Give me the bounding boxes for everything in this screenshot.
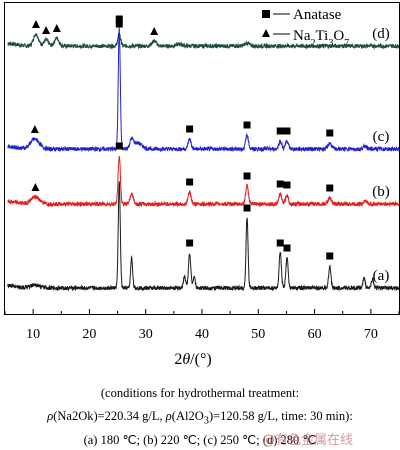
anatase-marker — [326, 129, 334, 137]
watermark: @有色金属在线 — [262, 433, 354, 448]
series-label-d: (d) — [372, 26, 390, 42]
anatase-marker — [276, 239, 284, 247]
legend-anatase-label: Anatase — [293, 7, 342, 23]
na2ti3o7-marker — [150, 27, 159, 35]
na2ti3o7-marker — [42, 26, 51, 34]
x-tick-label: 10 — [26, 327, 40, 342]
anatase-marker — [243, 204, 251, 212]
trace-d — [7, 31, 400, 50]
phase-markers — [30, 15, 334, 260]
series-label-c: (c) — [373, 129, 390, 145]
x-axis: 10 20 30 40 50 60 70 — [4, 309, 400, 342]
xrd-traces — [7, 27, 400, 292]
anatase-marker — [115, 15, 123, 23]
anatase-marker — [326, 252, 334, 260]
anatase-marker — [283, 244, 291, 252]
series-label-b: (b) — [372, 184, 390, 200]
x-axis-title: 2θ/(°) — [174, 351, 211, 368]
legend-na2ti3o7-label: Na2Ti3O7 — [293, 28, 349, 49]
legend-triangle-marker — [262, 29, 270, 37]
na2ti3o7-marker — [52, 24, 61, 32]
caption-conditions-title: (conditions for hydrothermal treatment: — [100, 386, 300, 400]
anatase-marker — [186, 125, 194, 133]
na2ti3o7-marker — [31, 20, 40, 28]
na2ti3o7-marker — [30, 125, 39, 133]
x-tick-label: 40 — [195, 327, 209, 342]
x-tick-label: 50 — [251, 327, 265, 342]
x-tick-label: 20 — [82, 327, 96, 342]
anatase-marker — [115, 20, 123, 28]
caption-temperatures: (a) 180 ℃; (b) 220 ℃; (c) 250 ℃; (d) 280… — [83, 433, 317, 447]
na2ti3o7-marker — [31, 183, 40, 191]
legend-square-marker — [262, 10, 270, 18]
trace-c — [7, 27, 400, 153]
x-tick-label: 30 — [139, 327, 153, 342]
legend: Anatase Na2Ti3O7 — [262, 7, 349, 49]
anatase-marker — [243, 172, 251, 180]
trace-a — [7, 181, 400, 292]
trace-b — [7, 155, 400, 208]
anatase-marker — [243, 121, 251, 129]
caption-parameters: ρ(Na2Ok)=220.34 g/L, ρ(Al2O3)=120.58 g/L… — [47, 409, 353, 427]
x-tick-label: 60 — [308, 327, 322, 342]
anatase-marker — [276, 180, 284, 188]
anatase-marker — [283, 181, 291, 189]
x-tick-label: 70 — [364, 327, 378, 342]
anatase-marker — [283, 127, 291, 135]
series-label-a: (a) — [373, 268, 390, 284]
anatase-marker — [276, 127, 284, 135]
plot-frame — [4, 2, 400, 315]
anatase-marker — [115, 142, 123, 150]
anatase-marker — [326, 184, 334, 192]
anatase-marker — [186, 178, 194, 186]
anatase-marker — [186, 239, 194, 247]
series-labels: (d) (c) (b) (a) — [372, 26, 390, 284]
